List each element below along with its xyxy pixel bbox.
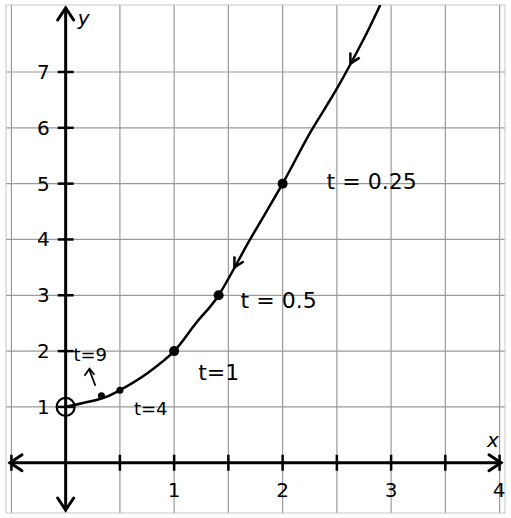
start-circle — [57, 398, 75, 416]
annotation-label: t=4 — [134, 398, 168, 419]
grid-line-x-minor — [228, 5, 229, 513]
y-axis-label: y — [77, 6, 91, 30]
annotations: t = 0.25 t = 0.5 t=1 t=4 t=9 — [73, 169, 416, 420]
grid-line-x-minor — [11, 5, 12, 513]
annotation-label: t = 0.25 — [327, 169, 417, 194]
annotation-pointer-head — [84, 369, 94, 376]
x-tick — [281, 455, 284, 471]
x-axis — [10, 461, 501, 464]
y-tick-label: 1 — [37, 395, 50, 419]
y-tick-label: 2 — [37, 339, 50, 363]
tick-labels: 1 2 3 4 1 2 3 4 5 6 7 — [37, 60, 505, 502]
y-tick — [58, 127, 74, 130]
x-tick-label: 4 — [493, 478, 506, 502]
x-tick-label: 2 — [276, 478, 289, 502]
annotation-point — [278, 179, 288, 189]
y-arrow-top — [58, 8, 74, 20]
x-tick — [173, 455, 176, 471]
x-arrow-left — [10, 455, 22, 471]
y-axis — [64, 8, 67, 510]
annotation-label: t=9 — [73, 344, 107, 365]
x-minor-tick — [227, 455, 230, 471]
grid-line-y — [6, 71, 505, 72]
direction-arrow — [234, 256, 243, 267]
grid-line-x-minor — [445, 5, 446, 513]
plot-area — [57, 5, 381, 416]
annotation-point — [116, 387, 123, 394]
y-tick-label: 7 — [37, 60, 50, 84]
axes — [10, 8, 501, 510]
x-axis-label: x — [486, 428, 499, 452]
x-tick — [390, 455, 393, 471]
y-tick — [58, 350, 74, 353]
y-tick — [58, 294, 74, 297]
x-tick-label: 3 — [385, 478, 398, 502]
plot-frame — [6, 5, 505, 513]
grid-line-y — [6, 127, 505, 128]
grid-line-y — [6, 406, 505, 407]
x-minor-tick — [10, 455, 13, 471]
direction-arrow — [350, 53, 359, 64]
y-tick-label: 5 — [37, 172, 50, 196]
grid-line-x — [282, 5, 283, 513]
annotation-label: t=1 — [198, 360, 239, 385]
grid — [6, 5, 505, 513]
y-tick — [58, 182, 74, 185]
annotation-point — [169, 346, 179, 356]
grid-line-x — [174, 5, 175, 513]
y-tick — [58, 238, 74, 241]
grid-line-x — [499, 5, 500, 513]
grid-line-x-minor — [336, 5, 337, 513]
grid-line-y — [6, 183, 505, 184]
y-tick-label: 3 — [37, 283, 50, 307]
grid-line-x — [390, 5, 391, 513]
y-arrow-bottom — [58, 498, 74, 510]
annotation-label: t = 0.5 — [241, 288, 317, 313]
x-minor-tick — [444, 455, 447, 471]
grid-line-y — [6, 239, 505, 240]
curve — [66, 5, 381, 407]
y-tick-label: 6 — [37, 116, 50, 140]
grid-line-x-minor — [119, 5, 120, 513]
chart: 1 2 3 4 1 2 3 4 5 6 7 x y t = 0.25 t = 0.5 t=1 t=4 t=9 — [0, 0, 511, 518]
ticks — [11, 72, 499, 471]
x-tick — [498, 455, 501, 471]
y-tick — [58, 71, 74, 74]
x-tick-label: 1 — [168, 478, 181, 502]
annotation-point — [214, 290, 224, 300]
x-arrow-right — [489, 455, 501, 471]
y-tick-label: 4 — [37, 227, 50, 251]
annotation-point — [98, 392, 105, 399]
x-minor-tick — [336, 455, 339, 471]
x-minor-tick — [119, 455, 122, 471]
